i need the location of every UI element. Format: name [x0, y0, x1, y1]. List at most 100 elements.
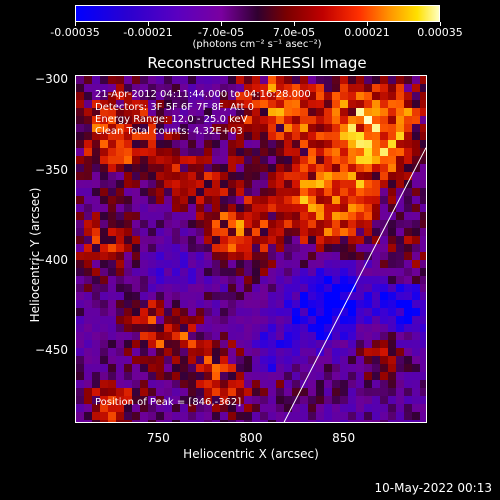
heatmap-pixel — [420, 404, 426, 412]
heatmap-pixel — [92, 148, 100, 156]
heatmap-pixel — [204, 260, 212, 268]
heatmap-pixel — [132, 284, 140, 292]
colorbar-tick-label: -7.0e-05 — [197, 26, 245, 39]
heatmap-pixel — [76, 364, 84, 372]
heatmap-pixel — [372, 284, 380, 292]
heatmap-pixel — [412, 204, 420, 212]
heatmap-pixel — [204, 188, 212, 196]
heatmap-pixel — [404, 84, 412, 92]
heatmap-pixel — [100, 396, 108, 404]
heatmap-pixel — [84, 124, 92, 132]
heatmap-pixel — [156, 348, 164, 356]
rhessi-image — [75, 75, 427, 423]
heatmap-pixel — [180, 76, 188, 84]
heatmap-pixel — [324, 260, 332, 268]
heatmap-pixel — [292, 364, 300, 372]
heatmap-pixel — [332, 116, 340, 124]
heatmap-pixel — [404, 284, 412, 292]
heatmap-pixel — [372, 204, 380, 212]
heatmap-pixel — [380, 396, 388, 404]
heatmap-pixel — [412, 308, 420, 316]
heatmap-pixel — [108, 204, 116, 212]
heatmap-pixel — [156, 268, 164, 276]
heatmap-pixel — [324, 180, 332, 188]
heatmap-pixel — [180, 396, 188, 404]
heatmap-pixel — [156, 148, 164, 156]
heatmap-pixel — [348, 324, 356, 332]
heatmap-pixel — [164, 348, 172, 356]
heatmap-pixel — [420, 236, 426, 244]
heatmap-pixel — [140, 148, 148, 156]
heatmap-pixel — [372, 380, 380, 388]
heatmap-pixel — [164, 220, 172, 228]
heatmap-pixel — [260, 92, 268, 100]
heatmap-pixel — [76, 412, 84, 420]
heatmap-pixel — [84, 292, 92, 300]
heatmap-pixel — [420, 396, 426, 404]
heatmap-pixel — [84, 348, 92, 356]
heatmap-pixel — [228, 372, 236, 380]
heatmap-pixel — [124, 196, 132, 204]
heatmap-pixel — [196, 308, 204, 316]
heatmap-pixel — [124, 332, 132, 340]
heatmap-pixel — [180, 348, 188, 356]
heatmap-pixel — [76, 252, 84, 260]
heatmap-pixel — [92, 92, 100, 100]
heatmap-pixel — [148, 212, 156, 220]
heatmap-pixel — [324, 308, 332, 316]
heatmap-pixel — [396, 140, 404, 148]
heatmap-pixel — [348, 156, 356, 164]
heatmap-pixel — [396, 172, 404, 180]
heatmap-pixel — [372, 100, 380, 108]
heatmap-pixel — [204, 324, 212, 332]
heatmap-pixel — [316, 196, 324, 204]
heatmap-pixel — [348, 292, 356, 300]
heatmap-pixel — [324, 148, 332, 156]
heatmap-pixel — [116, 172, 124, 180]
heatmap-pixel — [212, 220, 220, 228]
heatmap-pixel — [292, 340, 300, 348]
heatmap-pixel — [364, 228, 372, 236]
heatmap-pixel — [356, 356, 364, 364]
heatmap-pixel — [284, 340, 292, 348]
heatmap-pixel — [316, 380, 324, 388]
heatmap-pixel — [100, 140, 108, 148]
heatmap-pixel — [180, 420, 188, 422]
heatmap-pixel — [340, 228, 348, 236]
heatmap-pixel — [396, 308, 404, 316]
heatmap-pixel — [420, 100, 426, 108]
heatmap-pixel — [364, 292, 372, 300]
heatmap-pixel — [204, 116, 212, 124]
heatmap-pixel — [148, 412, 156, 420]
heatmap-pixel — [404, 148, 412, 156]
heatmap-pixel — [332, 188, 340, 196]
heatmap-pixel — [388, 188, 396, 196]
heatmap-pixel — [276, 196, 284, 204]
heatmap-pixel — [204, 292, 212, 300]
heatmap-pixel — [324, 116, 332, 124]
heatmap-pixel — [260, 196, 268, 204]
heatmap-pixel — [348, 268, 356, 276]
heatmap-pixel — [324, 380, 332, 388]
heatmap-pixel — [388, 76, 396, 84]
heatmap-pixel — [284, 364, 292, 372]
heatmap-pixel — [212, 380, 220, 388]
heatmap-pixel — [340, 388, 348, 396]
heatmap-pixel — [380, 316, 388, 324]
heatmap-pixel — [412, 116, 420, 124]
heatmap-pixel — [172, 116, 180, 124]
heatmap-pixel — [76, 140, 84, 148]
heatmap-pixel — [404, 308, 412, 316]
heatmap-pixel — [412, 292, 420, 300]
heatmap-pixel — [292, 356, 300, 364]
heatmap-pixel — [236, 196, 244, 204]
heatmap-pixel — [356, 220, 364, 228]
heatmap-pixel — [244, 292, 252, 300]
heatmap-pixel — [404, 204, 412, 212]
heatmap-pixel — [316, 108, 324, 116]
heatmap-pixel — [396, 244, 404, 252]
heatmap-pixel — [204, 396, 212, 404]
heatmap-pixel — [84, 92, 92, 100]
heatmap-pixel — [364, 380, 372, 388]
heatmap-pixel — [172, 148, 180, 156]
